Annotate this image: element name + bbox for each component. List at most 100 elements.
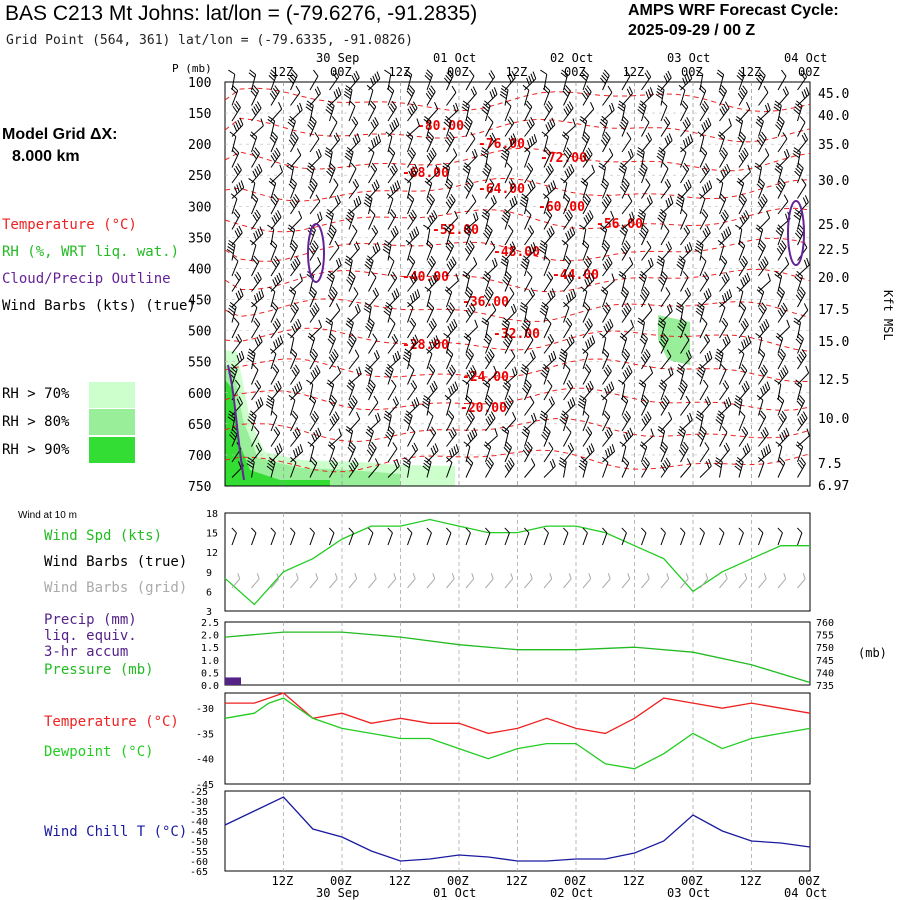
wind-barb-flag bbox=[470, 132, 476, 140]
wind-barb bbox=[407, 442, 419, 463]
wind-barb-flag bbox=[234, 230, 239, 238]
wind-barb-flag bbox=[228, 240, 236, 246]
wind-barb-flag bbox=[334, 240, 340, 248]
wind-barb-shaft bbox=[719, 182, 724, 199]
wind-barb-shaft bbox=[641, 184, 651, 199]
wind-barb-flag bbox=[667, 197, 672, 206]
wind-barb-flag bbox=[279, 164, 283, 173]
wind10m-barb-shaft bbox=[485, 532, 491, 546]
wind-barb-shaft bbox=[348, 105, 356, 122]
wind-barb-shaft bbox=[699, 385, 709, 401]
wind-barb-flag bbox=[353, 287, 359, 295]
wind-barb-flag bbox=[490, 197, 495, 205]
temperature-contour-label: -60.00 bbox=[538, 200, 585, 215]
wind-barb bbox=[696, 69, 704, 91]
wind-barb bbox=[738, 210, 750, 230]
wind-barb-shaft bbox=[699, 340, 711, 354]
wind-barb-flag bbox=[622, 180, 629, 188]
wind-barb bbox=[541, 131, 549, 153]
wind-barb-flag bbox=[625, 69, 631, 77]
wind-barb-flag bbox=[746, 101, 751, 110]
wind-barb bbox=[368, 134, 382, 153]
wind-barb-shaft bbox=[680, 214, 688, 230]
wind-barb-shaft bbox=[524, 106, 533, 122]
wind-barb-flag bbox=[678, 84, 686, 91]
wind-barb-flag bbox=[626, 132, 632, 140]
wind-barb-flag bbox=[469, 69, 475, 77]
wind-barbs-true-label: Wind Barbs (true) bbox=[44, 554, 188, 570]
wind-barb-flag bbox=[666, 306, 671, 314]
wind-barb bbox=[563, 226, 576, 246]
wind-barb bbox=[699, 333, 711, 354]
wind-barb-flag bbox=[642, 224, 649, 231]
wind-barb-flag bbox=[806, 257, 810, 266]
wind-barb-flag bbox=[606, 258, 611, 266]
wind-barb-flag bbox=[528, 75, 533, 84]
wind-barb-flag bbox=[580, 180, 588, 187]
wind-barb-flag bbox=[269, 177, 277, 184]
wind-barb-shaft bbox=[270, 154, 281, 168]
wind-barb-flag bbox=[333, 348, 339, 356]
wind-barb-flag bbox=[585, 258, 591, 266]
wind-barb-flag bbox=[233, 146, 240, 154]
wind-barb-flag bbox=[444, 289, 452, 296]
wind-barb bbox=[270, 318, 281, 339]
wind-barb-flag bbox=[292, 304, 298, 312]
wind-barb-flag bbox=[525, 208, 532, 216]
wind-barb-flag bbox=[598, 162, 606, 168]
wind-barb-flag bbox=[237, 119, 242, 128]
pressure-tick-label: 550 bbox=[188, 356, 211, 371]
wind-barb-flag bbox=[276, 274, 281, 283]
wind-barb bbox=[582, 255, 592, 277]
wind-barb-shaft bbox=[641, 435, 654, 447]
wind-barb-flag bbox=[637, 214, 645, 221]
wind-barb-flag bbox=[738, 134, 745, 141]
wind-barb-flag bbox=[582, 198, 589, 206]
wind-barb bbox=[602, 302, 611, 323]
wind-barb-flag bbox=[409, 320, 415, 328]
wind-barb bbox=[519, 302, 528, 323]
wind-barb-flag bbox=[287, 121, 294, 128]
wind10m-barb-true bbox=[738, 527, 744, 546]
wind-barb-flag bbox=[308, 121, 315, 128]
wind-barb bbox=[637, 208, 646, 230]
wind-barb-flag bbox=[587, 426, 593, 434]
wind-barb-flag bbox=[509, 287, 515, 295]
wind-barb-flag bbox=[273, 341, 277, 349]
wind-barb-flag bbox=[759, 325, 764, 333]
wind10m-barb-shaft bbox=[660, 532, 666, 546]
wind10m-barb-shaft bbox=[563, 532, 569, 546]
wind-barb bbox=[387, 350, 401, 370]
wind-barb-flag bbox=[391, 122, 396, 130]
wind10m-barb-shaft bbox=[680, 532, 686, 546]
wind-barb-flag bbox=[564, 214, 570, 222]
wind-barb-flag bbox=[486, 224, 493, 231]
wind-barb-shaft bbox=[348, 185, 360, 199]
wind-barb-flag bbox=[565, 85, 571, 92]
wind-barb bbox=[287, 224, 296, 246]
wind-barb-shaft bbox=[407, 215, 417, 230]
wind-barb-flag bbox=[793, 109, 800, 115]
wind-barb bbox=[267, 224, 275, 246]
wind-barb bbox=[641, 365, 654, 385]
wind-barb-flag bbox=[230, 87, 238, 94]
rh90-area bbox=[225, 380, 330, 486]
wind-barb-flag bbox=[589, 337, 593, 345]
wind-barb bbox=[445, 193, 456, 215]
wind-barb-flag bbox=[645, 178, 651, 186]
height-tick-label: 40.0 bbox=[818, 109, 849, 124]
wind-barb bbox=[792, 147, 801, 168]
wind-barb-flag bbox=[580, 286, 588, 292]
wind-barb bbox=[231, 317, 240, 339]
bottom-hour-tick-label: 00Z bbox=[447, 874, 469, 888]
wind-barb bbox=[758, 102, 771, 122]
wind10m-barb-shaft bbox=[797, 532, 803, 546]
wind-barb bbox=[464, 286, 473, 308]
wind-barb bbox=[777, 319, 790, 339]
wind-barb bbox=[270, 101, 283, 122]
wind-barb-shaft bbox=[699, 136, 705, 153]
wind-barb-flag bbox=[631, 211, 635, 220]
wind-barb bbox=[773, 100, 782, 122]
wind-barb-flag bbox=[760, 261, 765, 269]
wind-barb-flag bbox=[448, 196, 454, 204]
